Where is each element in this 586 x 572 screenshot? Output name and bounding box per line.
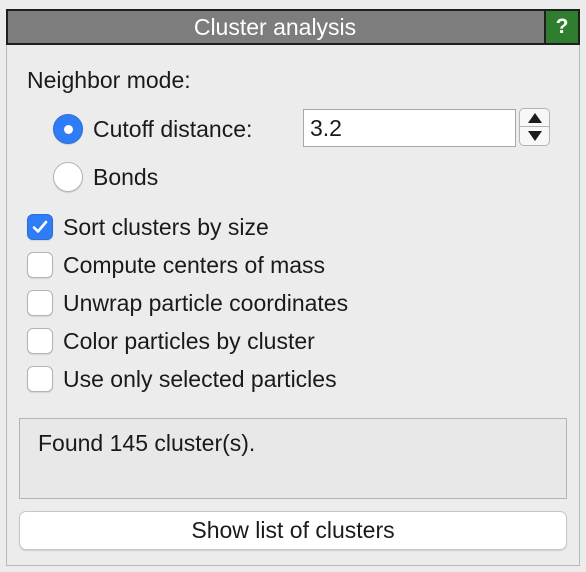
- unwrap-coordinates-checkbox[interactable]: [27, 290, 53, 316]
- status-text: Found 145 cluster(s).: [38, 430, 256, 456]
- checkmark-icon: [32, 220, 48, 233]
- arrow-down-icon: [528, 131, 542, 141]
- color-by-cluster-label[interactable]: Color particles by cluster: [63, 328, 315, 354]
- cutoff-distance-input[interactable]: [303, 109, 516, 147]
- cutoff-increment-button[interactable]: [519, 108, 550, 127]
- cutoff-distance-radio[interactable]: [53, 114, 83, 144]
- only-selected-checkbox[interactable]: [27, 366, 53, 392]
- radio-dot-icon: [64, 125, 73, 134]
- cutoff-decrement-button[interactable]: [519, 127, 550, 146]
- bonds-label[interactable]: Bonds: [93, 164, 159, 190]
- cutoff-distance-label[interactable]: Cutoff distance:: [93, 116, 253, 142]
- bonds-radio[interactable]: [53, 162, 83, 192]
- centers-of-mass-checkbox[interactable]: [27, 252, 53, 278]
- help-button[interactable]: ?: [544, 11, 578, 43]
- show-list-button[interactable]: Show list of clusters: [19, 511, 567, 550]
- panel-titlebar: Cluster analysis ?: [6, 9, 580, 45]
- centers-of-mass-label[interactable]: Compute centers of mass: [63, 252, 326, 278]
- status-box: Found 145 cluster(s).: [19, 418, 567, 499]
- sort-clusters-label[interactable]: Sort clusters by size: [63, 214, 269, 240]
- arrow-up-icon: [528, 113, 542, 123]
- only-selected-label[interactable]: Use only selected particles: [63, 366, 337, 392]
- neighbor-mode-heading: Neighbor mode:: [27, 67, 191, 93]
- unwrap-coordinates-label[interactable]: Unwrap particle coordinates: [63, 290, 349, 316]
- color-by-cluster-checkbox[interactable]: [27, 328, 53, 354]
- panel-title: Cluster analysis: [193, 14, 357, 40]
- sort-clusters-checkbox[interactable]: [27, 214, 53, 240]
